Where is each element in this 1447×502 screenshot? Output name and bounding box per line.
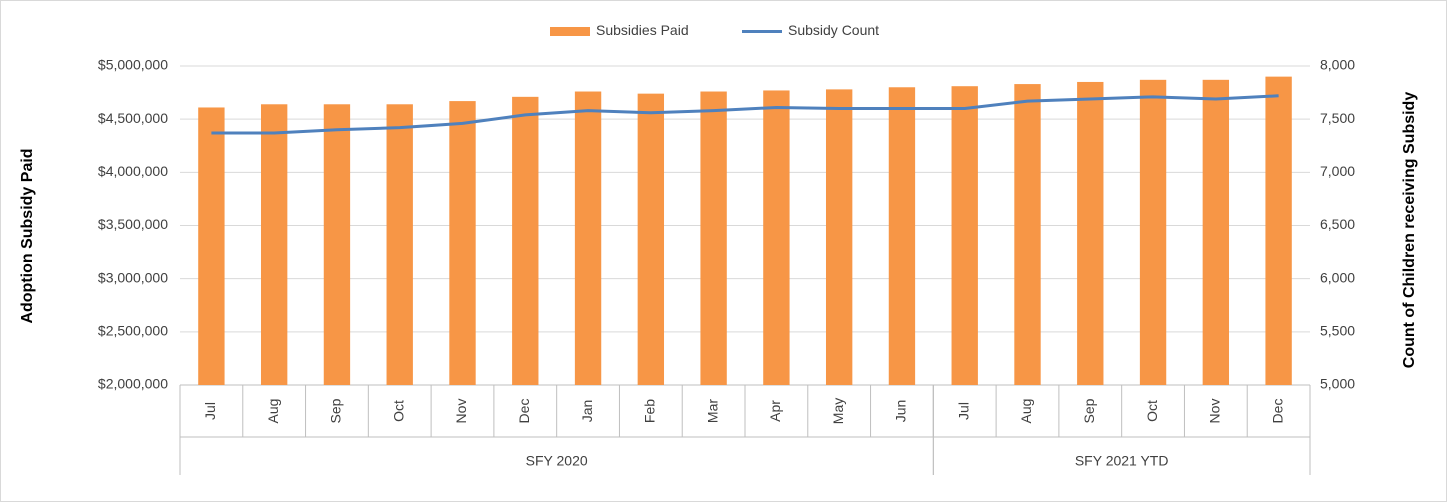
x-tick-label: Jan [579,400,595,423]
y-tick-label: $2,500,000 [98,323,168,339]
bar [449,101,476,385]
x-tick-label: Jul [955,402,971,420]
bar [1202,79,1230,385]
y2-tick-label: 6,000 [1320,269,1355,285]
line [211,94,1279,135]
x-tick-label: Sep [1081,398,1097,423]
bar [763,90,790,385]
bar [260,104,288,385]
x-tick-label: May [830,398,846,424]
group-label: SFY 2021 YTD [1075,453,1169,469]
x-tick-label: Aug [265,399,281,424]
legend-swatch [550,27,590,36]
y-axis-title: Adoption Subsidy Paid [19,148,36,323]
y-tick-label: $3,000,000 [98,269,168,285]
y2-axis-title: Count of Children receiving Subsidy [1401,92,1418,369]
legend-label: Subsidy Count [788,22,879,38]
y2-tick-label: 7,000 [1320,163,1355,179]
x-tick-label: Jun [893,400,909,423]
x-tick-label: Aug [1018,399,1034,424]
y2-tick-label: 6,500 [1320,216,1355,232]
group-label: SFY 2020 [526,453,588,469]
x-tick-label: Oct [1144,400,1160,422]
bar [512,96,539,385]
y2-tick-label: 5,500 [1320,323,1355,339]
y2-tick-label: 5,000 [1320,376,1355,392]
bar [700,91,727,386]
bar [1014,84,1041,386]
x-tick-label: Mar [704,399,720,423]
y-tick-label: $5,000,000 [98,57,168,73]
y-tick-label: $4,500,000 [98,110,168,126]
x-tick-label: Oct [390,400,406,422]
x-tick-label: Nov [453,399,469,424]
legend-label: Subsidies Paid [596,22,689,38]
bar [825,89,853,385]
y-tick-label: $4,000,000 [98,163,168,179]
y2-tick-label: 7,500 [1320,110,1355,126]
bar [198,107,225,385]
x-tick-label: Sep [328,398,344,423]
y-tick-label: $3,500,000 [98,216,168,232]
x-tick-label: Dec [516,399,532,424]
x-tick-label: Nov [1207,399,1223,424]
y2-tick-label: 8,000 [1320,57,1355,73]
bar [1077,81,1104,385]
bar [574,91,602,386]
y-tick-label: $2,000,000 [98,376,168,392]
bar [386,104,413,385]
x-tick-label: Jul [202,402,218,420]
x-tick-label: Feb [642,399,658,423]
bar [888,87,916,386]
bar [1265,76,1292,385]
x-tick-label: Apr [767,400,783,422]
bar [637,93,665,385]
x-tick-label: Dec [1269,399,1285,424]
bar [1139,79,1167,385]
bar [951,86,978,385]
bar [323,104,351,385]
